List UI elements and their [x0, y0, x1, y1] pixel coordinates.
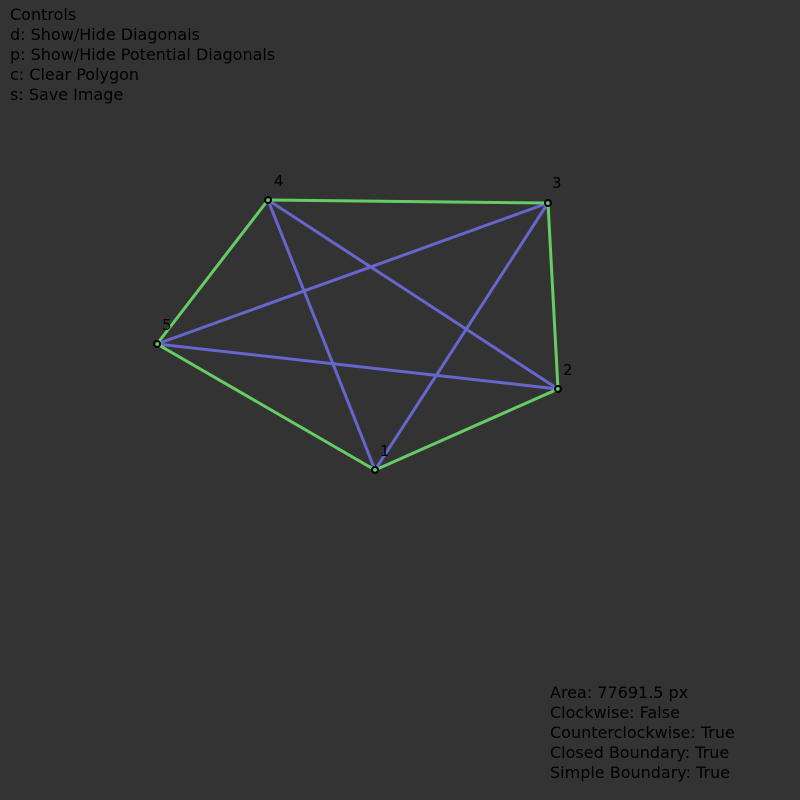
- edge-3-4: [268, 200, 548, 203]
- counterclockwise-readout: Counterclockwise: True: [550, 723, 735, 743]
- vertex-label-4: 4: [274, 172, 284, 190]
- edge-5-1: [157, 344, 375, 470]
- diagonal-1-4: [268, 200, 375, 470]
- diagonals-layer: [157, 200, 558, 470]
- stats-panel: Area: 77691.5 px Clockwise: False Counte…: [550, 683, 735, 783]
- vertex-label-1: 1: [380, 442, 390, 460]
- vertex-label-3: 3: [552, 174, 562, 192]
- simple-boundary-readout: Simple Boundary: True: [550, 763, 735, 783]
- clockwise-readout: Clockwise: False: [550, 703, 735, 723]
- diagonal-1-3: [375, 203, 548, 470]
- vertex-label-5: 5: [162, 316, 172, 334]
- vertices-layer: [154, 197, 561, 473]
- area-readout: Area: 77691.5 px: [550, 683, 735, 703]
- edge-2-3: [548, 203, 558, 389]
- vertex-label-2: 2: [563, 361, 573, 379]
- diagonal-3-5: [157, 203, 548, 344]
- closed-boundary-readout: Closed Boundary: True: [550, 743, 735, 763]
